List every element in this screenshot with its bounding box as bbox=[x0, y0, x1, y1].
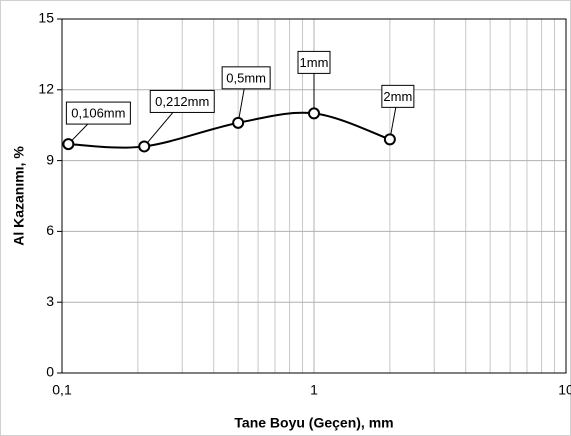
y-tick-label: 3 bbox=[46, 293, 54, 309]
point bbox=[308, 107, 320, 120]
x-axis-title: Tane Boyu (Geçen), mm bbox=[234, 415, 393, 431]
point-label: 0,5mm bbox=[226, 70, 266, 85]
y-tick-label: 12 bbox=[38, 81, 54, 97]
y-tick-label: 6 bbox=[46, 222, 54, 238]
x-tick-label: 1 bbox=[310, 382, 318, 398]
x-tick-label: 10 bbox=[558, 382, 571, 398]
label-box bbox=[381, 84, 415, 108]
label-box bbox=[221, 66, 271, 90]
x-tick-label: 0,1 bbox=[52, 382, 72, 398]
point-label: 0,212mm bbox=[155, 94, 209, 109]
y-tick-label: 0 bbox=[46, 364, 54, 380]
y-tick-label: 15 bbox=[38, 10, 54, 26]
label-box bbox=[149, 89, 215, 113]
y-tick-label: 9 bbox=[46, 151, 54, 167]
y-axis-title: Al Kazanımı, % bbox=[11, 146, 27, 246]
point bbox=[62, 138, 75, 151]
label-box bbox=[297, 50, 331, 74]
point-label: 0,106mm bbox=[71, 106, 125, 121]
point bbox=[138, 140, 151, 153]
point bbox=[232, 116, 245, 129]
point-label: 1mm bbox=[300, 55, 329, 70]
point bbox=[383, 133, 396, 146]
point-label: 2mm bbox=[383, 89, 412, 104]
label-box bbox=[65, 101, 131, 125]
plot-border bbox=[61, 18, 567, 374]
